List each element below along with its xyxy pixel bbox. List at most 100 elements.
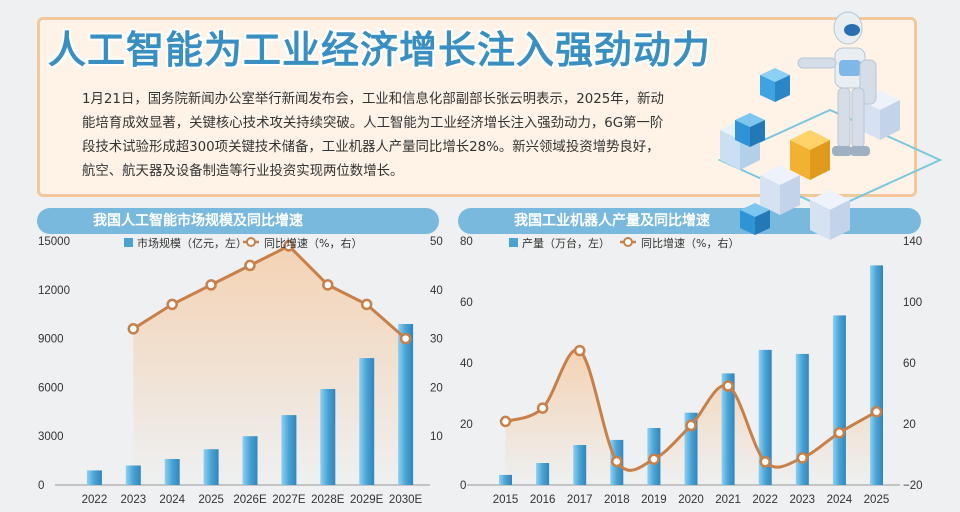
chart1-left-tick-label: 3000: [38, 431, 64, 443]
chart1-line-point: [127, 323, 140, 335]
chart2-legend-line-marker: [623, 237, 633, 247]
chart1-right-tick-label: 10: [430, 431, 443, 443]
chart2-category-label: 2015: [493, 494, 519, 506]
chart2-left-tick-label: 0: [460, 480, 466, 492]
chart1-category-label: 2026E: [233, 494, 267, 506]
chart1-bar: [203, 449, 219, 485]
chart1-line-point: [322, 279, 334, 291]
chart2-legend-line-label: 同比增速（%，右）: [641, 236, 739, 250]
chart2-line-point: [685, 419, 697, 432]
chart1-right-tick-label: 30: [430, 334, 443, 346]
chart1-left-tick-label: 0: [38, 480, 44, 492]
chart1-line-point: [166, 298, 178, 311]
chart2-category-label: 2024: [827, 494, 853, 506]
chart1-bar: [164, 459, 180, 485]
chart2-line-point: [796, 452, 809, 464]
chart2-bar: [795, 353, 809, 485]
chart2-right-tick-label: −20: [903, 480, 923, 492]
chart2-bar: [832, 315, 846, 485]
chart1-bar: [125, 465, 141, 485]
chart1-line: [132, 244, 407, 340]
chart1-bar: [281, 415, 297, 485]
chart2-category-label: 2020: [678, 494, 704, 506]
chart1-right-tick-label: 20: [430, 382, 443, 394]
chart2-bar: [721, 373, 735, 485]
chart2-left-tick-label: 80: [460, 236, 473, 248]
chart2-category-label: 2019: [641, 494, 667, 506]
chart1-line-point: [399, 332, 412, 345]
chart1-category-label: 2030E: [389, 494, 423, 506]
chart1-category-label: 2022: [82, 494, 108, 506]
chart1-legend-line-marker: [246, 237, 256, 247]
chart2-line-point: [648, 453, 660, 465]
chart2-legend-bar-swatch: [509, 238, 518, 247]
chart2-line-area: [505, 349, 877, 485]
cube-icon: [760, 165, 800, 215]
cube-icon: [790, 130, 830, 180]
chart2-bar: [499, 474, 512, 485]
chart2-line-point: [536, 402, 549, 414]
chart1-title: 我国人工智能市场规模及同比增速: [37, 208, 439, 234]
cube-icon: [735, 113, 765, 147]
chart1-line-point: [205, 279, 217, 291]
chart1-bar: [398, 324, 414, 485]
chart2-line-point: [759, 456, 771, 468]
chart1-bar: [242, 436, 258, 485]
chart1-line-point: [244, 259, 256, 272]
chart2-line-point: [499, 415, 512, 428]
chart1-left-tick-label: 12000: [38, 285, 70, 297]
chart1-category-label: 2027E: [272, 494, 306, 506]
chart2-right-tick-label: 60: [903, 358, 916, 370]
chart1-right-tick-label: 40: [430, 285, 443, 297]
chart2-right-tick-label: 100: [903, 297, 922, 309]
chart2-bar: [536, 463, 550, 485]
chart2-left-tick-label: 20: [460, 419, 473, 431]
chart2-line-point: [870, 406, 883, 418]
chart2-line-point: [722, 380, 734, 392]
cube-icon: [740, 203, 770, 235]
chart1-line-area: [133, 245, 406, 485]
cube-icon: [760, 68, 790, 102]
chart1-category-label: 2023: [121, 494, 147, 506]
chart2-legend-bar-label: 产量（万台，左）: [522, 236, 610, 250]
page-title: 人工智能为工业经济增长注入强劲动力: [48, 28, 712, 72]
robot-icon: [797, 11, 877, 156]
chart2-bar: [870, 265, 883, 485]
chart2-category-label: 2025: [864, 494, 890, 506]
chart2-category-label: 2023: [789, 494, 815, 506]
cube-icon: [810, 190, 850, 240]
chart1-left-tick-label: 9000: [38, 334, 64, 346]
chart2-right-tick-label: 140: [903, 236, 922, 248]
header-frame: [37, 17, 917, 197]
intro-paragraph: 1月21日，国务院新闻办公室举行新闻发布会，工业和信息化部副部长张云明表示，20…: [82, 92, 664, 179]
chart1-left-tick-label: 15000: [38, 236, 70, 248]
chart2-category-label: 2016: [530, 494, 556, 506]
cube-icon: [860, 90, 900, 140]
chart2-bar: [758, 349, 772, 485]
chart2-line-point: [611, 455, 623, 468]
chart1-legend-bar-swatch: [124, 238, 133, 247]
chart1-legend-bar-label: 市场规模（亿元，左）: [137, 236, 247, 250]
chart1-category-label: 2029E: [350, 494, 384, 506]
chart1-right-tick-label: 50: [430, 236, 443, 248]
chart2-category-label: 2018: [604, 494, 630, 506]
chart2-right-tick-label: 20: [903, 419, 916, 431]
chart1-bar: [86, 470, 102, 485]
chart1-category-label: 2024: [159, 494, 185, 506]
chart1-line-point: [360, 298, 373, 311]
chart2-bar: [573, 445, 587, 485]
chart1-legend-line-label: 同比增速（%，右）: [264, 236, 362, 250]
chart2-category-label: 2021: [715, 494, 741, 506]
chart2-left-tick-label: 40: [460, 358, 473, 370]
chart1-bar: [359, 358, 375, 485]
chart1-line-point: [283, 240, 295, 252]
chart1-bar: [320, 389, 336, 485]
chart1-left-tick-label: 6000: [38, 382, 64, 394]
chart1-category-label: 2028E: [311, 494, 345, 506]
chart2-line-point: [833, 427, 846, 439]
chart2-left-tick-label: 60: [460, 297, 473, 309]
chart2-category-label: 2017: [567, 494, 593, 506]
chart1-category-label: 2025: [198, 494, 224, 506]
robot-illustration: [717, 11, 943, 240]
